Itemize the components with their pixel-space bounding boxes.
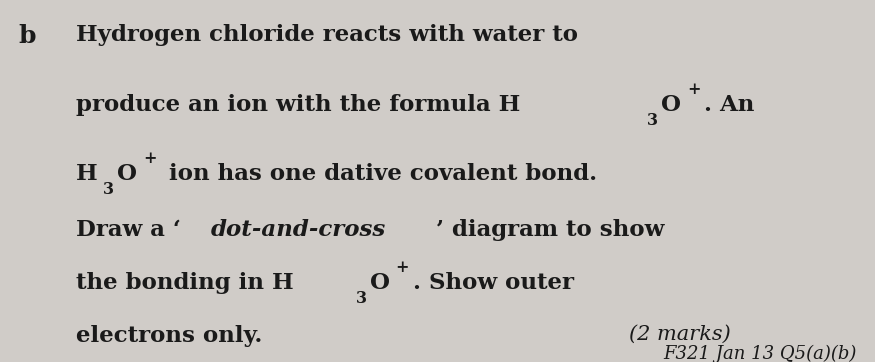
Text: +: + bbox=[687, 81, 700, 97]
Text: produce an ion with the formula H: produce an ion with the formula H bbox=[75, 94, 520, 116]
Text: +: + bbox=[396, 259, 409, 275]
Text: O: O bbox=[117, 163, 137, 185]
Text: ion has one dative covalent bond.: ion has one dative covalent bond. bbox=[161, 163, 597, 185]
Text: (2 marks): (2 marks) bbox=[629, 325, 732, 344]
Text: 3: 3 bbox=[103, 181, 115, 198]
Text: . Show outer: . Show outer bbox=[413, 272, 574, 294]
Text: H: H bbox=[75, 163, 97, 185]
Text: electrons only.: electrons only. bbox=[75, 325, 262, 347]
Text: Draw a ‘: Draw a ‘ bbox=[75, 219, 180, 241]
Text: O: O bbox=[369, 272, 389, 294]
Text: 3: 3 bbox=[647, 112, 658, 129]
Text: the bonding in H: the bonding in H bbox=[75, 272, 293, 294]
Text: +: + bbox=[144, 150, 157, 167]
Text: . An: . An bbox=[704, 94, 754, 116]
Text: dot-and-cross: dot-and-cross bbox=[210, 219, 386, 241]
Text: Hydrogen chloride reacts with water to: Hydrogen chloride reacts with water to bbox=[75, 25, 578, 46]
Text: F321 Jan 13 Q5(a)(b): F321 Jan 13 Q5(a)(b) bbox=[662, 344, 856, 362]
Text: ’ diagram to show: ’ diagram to show bbox=[436, 219, 664, 241]
Text: O: O bbox=[662, 94, 681, 116]
Text: 3: 3 bbox=[355, 290, 367, 307]
Text: b: b bbox=[19, 25, 37, 49]
